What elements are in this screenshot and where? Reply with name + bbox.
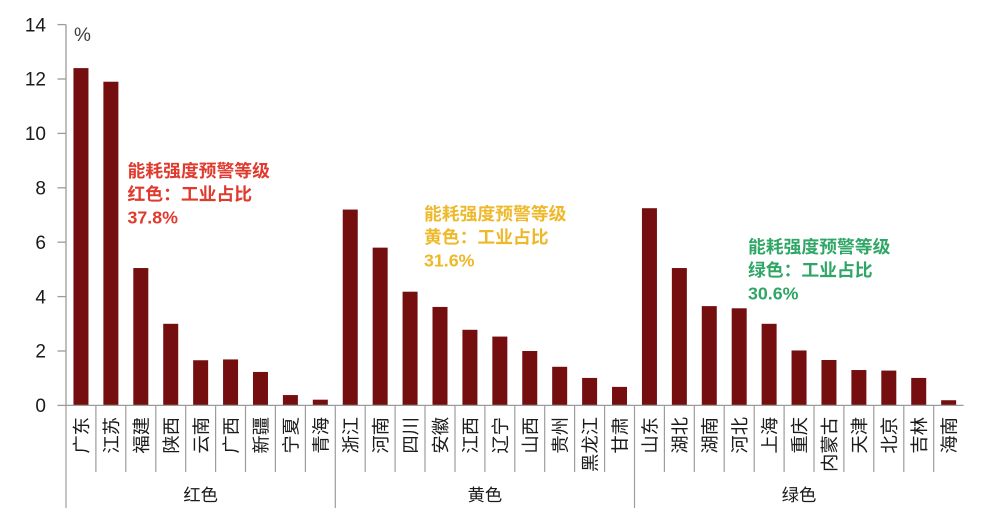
svg-text:14: 14 bbox=[25, 15, 47, 36]
svg-text:6: 6 bbox=[35, 233, 46, 254]
svg-text:4: 4 bbox=[35, 287, 46, 308]
svg-text:8: 8 bbox=[35, 179, 46, 200]
svg-text:0: 0 bbox=[35, 396, 46, 417]
svg-text:2: 2 bbox=[35, 342, 46, 363]
svg-text:%: % bbox=[74, 25, 91, 46]
svg-text:31.6%: 31.6% bbox=[424, 251, 475, 271]
svg-text:10: 10 bbox=[25, 124, 46, 145]
svg-text:30.6%: 30.6% bbox=[748, 284, 799, 304]
svg-text:12: 12 bbox=[25, 70, 46, 91]
svg-text:37.8%: 37.8% bbox=[128, 208, 179, 228]
